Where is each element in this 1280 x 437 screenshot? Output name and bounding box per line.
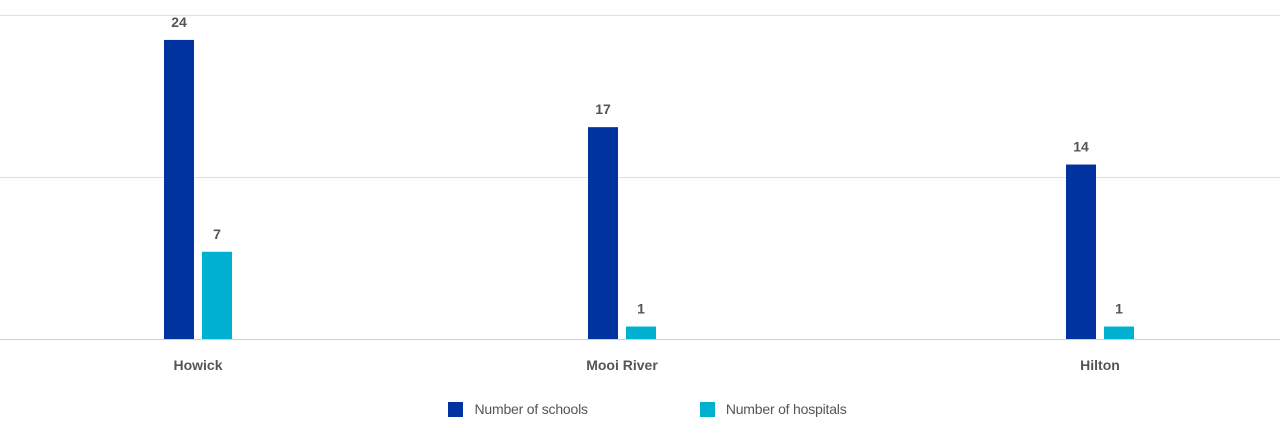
data-label-schools-hilton: 14 (1073, 139, 1089, 155)
legend: Number of schools Number of hospitals (0, 398, 1280, 420)
bar-schools-hilton (1066, 164, 1096, 339)
data-label-schools-howick: 24 (171, 14, 187, 30)
bar-hospitals-howick (202, 251, 232, 339)
legend-swatch-schools (448, 401, 464, 417)
bar-hospitals-hilton (1104, 326, 1134, 339)
legend-item-hospitals[interactable]: Number of hospitals (699, 401, 847, 417)
legend-label-schools: Number of schools (474, 401, 588, 417)
data-label-schools-mooi-river: 17 (595, 101, 611, 117)
bar-chart-plot: 24 7 Howick 17 1 Mooi River 14 1 Hilton (0, 14, 1280, 373)
legend-item-schools[interactable]: Number of schools (448, 401, 588, 417)
bar-schools-mooi-river (588, 127, 618, 340)
x-tick-label-mooi-river: Mooi River (586, 357, 658, 373)
data-label-hospitals-hilton: 1 (1115, 301, 1123, 317)
legend-swatch-hospitals (699, 401, 715, 417)
bar-schools-howick (164, 39, 194, 340)
x-tick-label-hilton: Hilton (1080, 357, 1120, 373)
data-label-hospitals-howick: 7 (213, 226, 221, 242)
legend-label-hospitals: Number of hospitals (725, 401, 847, 417)
x-tick-label-howick: Howick (173, 357, 222, 373)
data-label-hospitals-mooi-river: 1 (637, 301, 645, 317)
bar-hospitals-mooi-river (626, 326, 656, 339)
